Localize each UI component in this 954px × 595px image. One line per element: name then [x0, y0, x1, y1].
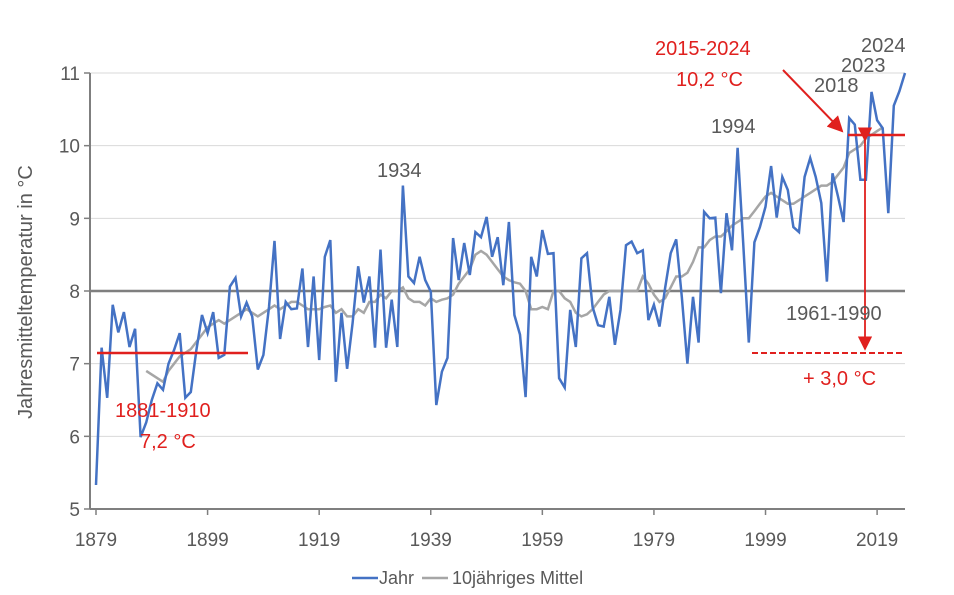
- label-7-2: 7,2 °C: [140, 431, 196, 453]
- y-tick-label-8: 8: [69, 282, 80, 303]
- reference-label: 1961-1990: [786, 303, 882, 325]
- label-10-2: 10,2 °C: [676, 69, 743, 91]
- x-tick-label-1939: 1939: [410, 530, 452, 551]
- y-tick-label-7: 7: [69, 355, 80, 376]
- year-label-2023: 2023: [841, 55, 886, 77]
- label-1881-1910: 1881-1910: [115, 400, 211, 422]
- x-tick-label-1979: 1979: [633, 530, 675, 551]
- y-tick-label-10: 10: [59, 137, 80, 158]
- y-tick-label-9: 9: [69, 209, 80, 230]
- y-tick-label-5: 5: [69, 500, 80, 521]
- series-line-10jaehriges-mittel: [145, 126, 884, 384]
- year-label-1994: 1994: [711, 116, 756, 138]
- y-tick-label-6: 6: [69, 427, 80, 448]
- year-label-2018: 2018: [814, 75, 859, 97]
- x-tick-label-1919: 1919: [298, 530, 340, 551]
- x-tick-label-2019: 2019: [856, 530, 898, 551]
- year-label-2024: 2024: [861, 35, 906, 57]
- year-label-1934: 1934: [377, 160, 422, 182]
- legend-label-jahr: Jahr: [379, 568, 414, 588]
- x-tick-label-1879: 1879: [75, 530, 117, 551]
- legend: Jahr 10jähriges Mittel: [352, 568, 583, 588]
- series-line-jahr: [94, 72, 907, 486]
- y-axis-title: Jahresmitteltemperatur in °C: [15, 165, 37, 419]
- x-tick-label-1959: 1959: [521, 530, 563, 551]
- label-2015-2024: 2015-2024: [655, 38, 751, 60]
- label-plus-3: + 3,0 °C: [803, 368, 876, 390]
- pointer-arrow: [782, 69, 844, 133]
- x-tick-label-1899: 1899: [186, 530, 228, 551]
- x-tick-label-1999: 1999: [744, 530, 786, 551]
- y-tick-label-11: 11: [60, 64, 80, 85]
- legend-label-mittel: 10jähriges Mittel: [452, 568, 583, 588]
